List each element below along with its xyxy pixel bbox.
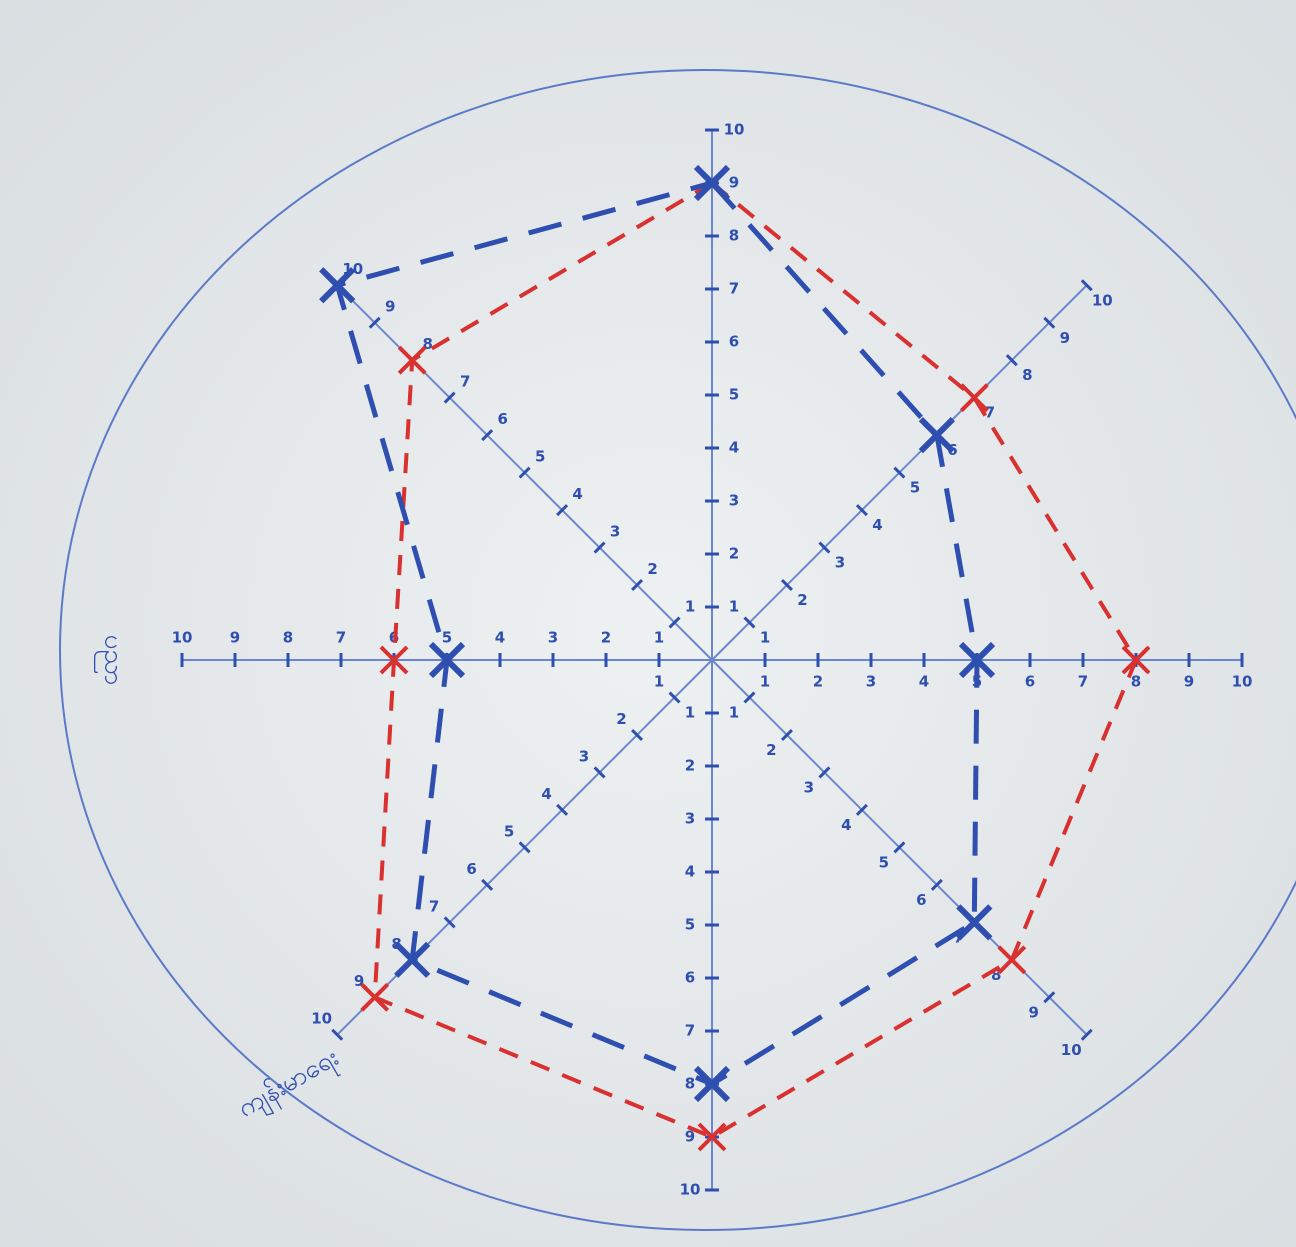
tick-label: 10 [172,629,193,647]
tick-label: 7 [429,897,439,915]
tick-label: 7 [336,629,346,647]
tick-label: 10 [1061,1041,1082,1059]
page: 1 2 3 4 5 6 7 8 9 10 1 2 3 4 5 6 7 8 9 10 1 2 3 4 5 6 7 8 9 10 1 2 3 4 5 6 7… [0,0,1296,1247]
tick-label: 3 [685,810,695,828]
tick-label: 1 [685,704,695,722]
tick-label: 3 [548,629,558,647]
tick-label: 6 [916,891,926,909]
tick-label: 3 [579,747,589,765]
tick-label: 3 [804,778,814,796]
tick-label: 5 [535,448,545,466]
tick-label: 5 [910,479,920,497]
axis-label: ပညာ [94,635,129,686]
tick-label: 1 [654,629,664,647]
tick-label: 2 [685,757,695,775]
tick-label: 4 [572,485,582,503]
tick-label: 6 [497,410,507,428]
tick-label: 8 [283,629,293,647]
tick-label: 9 [1184,673,1194,691]
tick-label: 8 [1131,673,1141,691]
tick-label: 5 [879,853,889,871]
tick-label: 8 [729,227,739,245]
tick-label: 6 [466,860,476,878]
tick-label: 2 [601,629,611,647]
tick-label: 1 [760,673,770,691]
tick-label: 1 [729,598,739,616]
tick-label: 4 [872,516,882,534]
tick-label: 5 [504,822,514,840]
tick-label: 4 [541,785,551,803]
tick-label: 3 [729,492,739,510]
tick-label: 9 [385,298,395,316]
tick-label: 5 [729,386,739,404]
tick-label: 6 [1025,673,1035,691]
tick-label: 10 [1092,291,1113,309]
tick-label: 5 [685,916,695,934]
tick-label: 2 [647,560,657,578]
tick-label: 4 [729,439,739,457]
tick-label: 9 [1060,329,1070,347]
tick-label: 3 [835,554,845,572]
tick-label: 2 [729,545,739,563]
tick-label: 9 [230,629,240,647]
tick-label: 7 [729,280,739,298]
tick-label: 4 [685,863,695,881]
tick-label: 2 [797,591,807,609]
tick-label: 2 [813,673,823,691]
tick-label: 3 [866,673,876,691]
chart: 1 2 3 4 5 6 7 8 9 10 1 2 3 4 5 6 7 8 9 10 1 2 3 4 5 6 7 8 9 10 1 2 3 4 5 6 7… [0,0,1296,1247]
tick-label: 9 [1029,1003,1039,1021]
tick-label: 8 [1022,366,1032,384]
tick-label: 10 [1232,673,1253,691]
tick-label: 1 [654,672,664,690]
tick-label: 7 [460,373,470,391]
tick-label: 1 [729,704,739,722]
tick-label: 10 [680,1181,701,1199]
tick-label: 6 [729,333,739,351]
tick-label: 4 [495,629,505,647]
tick-label: 3 [610,523,620,541]
tick-label: 1 [685,597,695,615]
tick-label: 7 [685,1022,695,1040]
tick-label: 7 [985,404,995,422]
tick-label: 8 [685,1075,695,1093]
tick-label: 4 [841,816,851,834]
tick-label: 6 [685,969,695,987]
tick-label: 7 [1078,673,1088,691]
tick-label: 2 [616,710,626,728]
tick-label: 9 [729,174,739,192]
tick-label: 10 [311,1010,332,1028]
tick-label: 2 [766,741,776,759]
tick-label: 10 [724,121,745,139]
tick-label: 4 [919,673,929,691]
tick-label: 5 [442,629,452,647]
tick-label: 1 [760,629,770,647]
